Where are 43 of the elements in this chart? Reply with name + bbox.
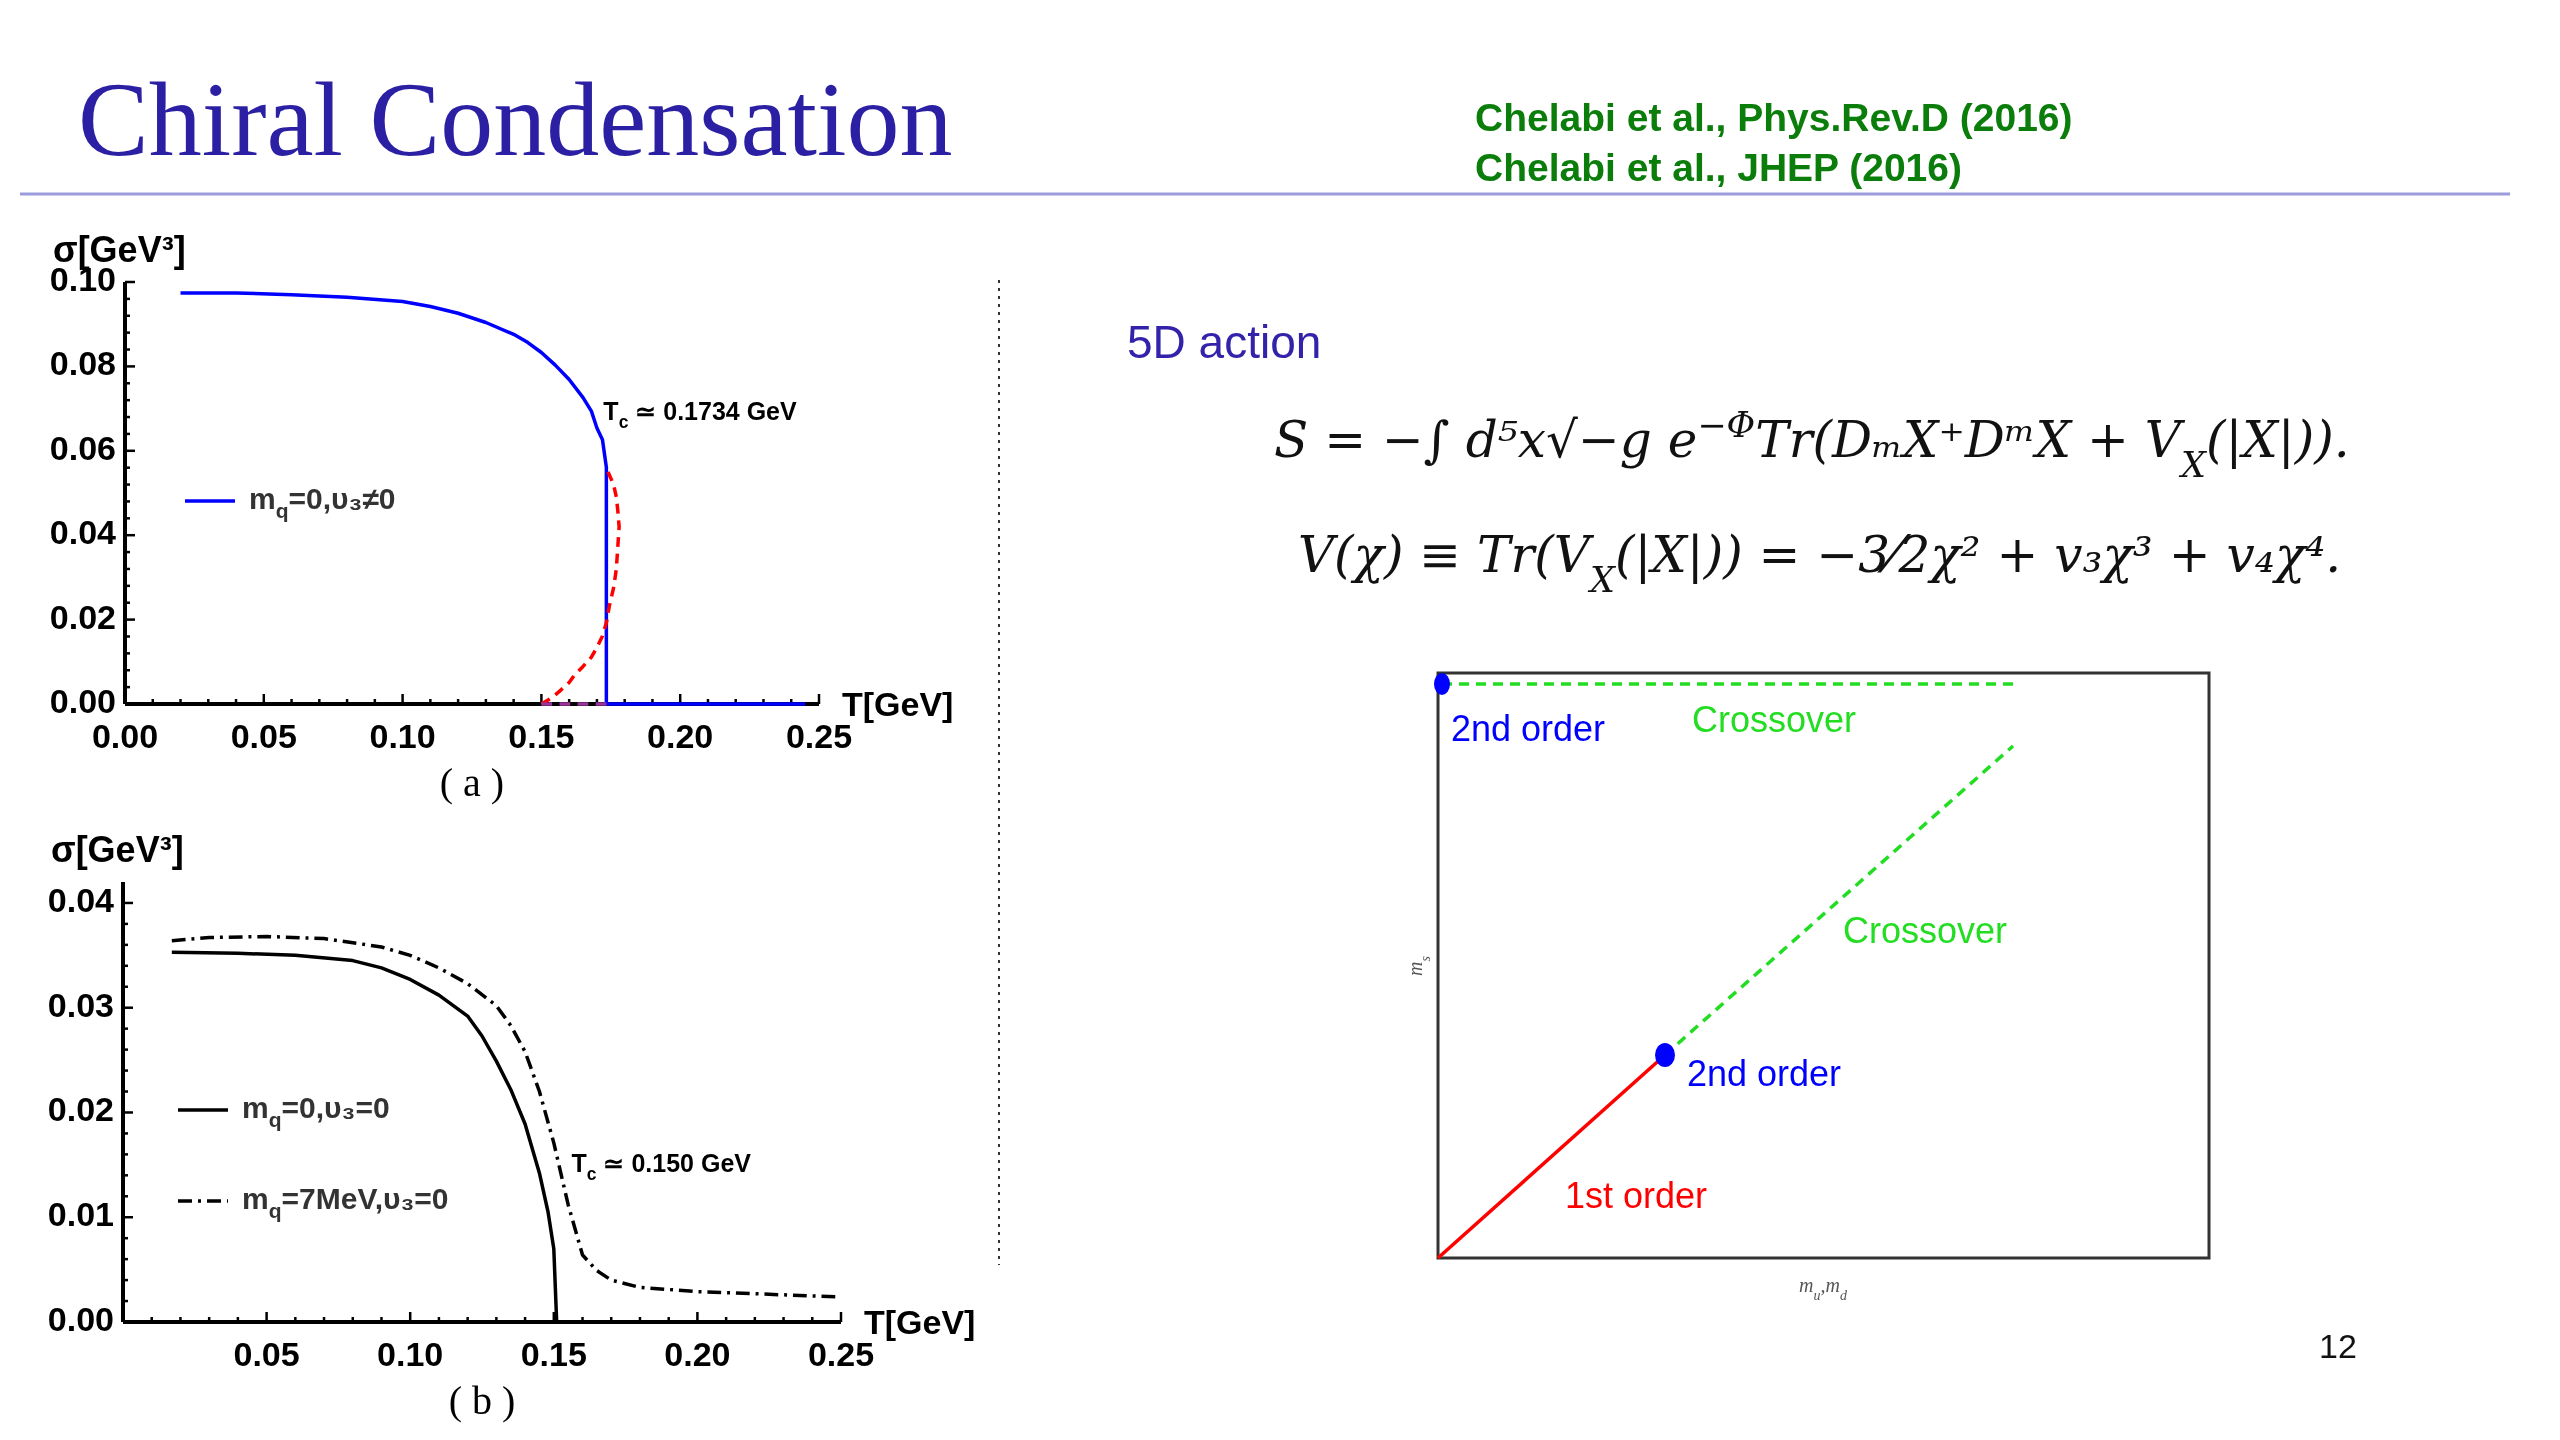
text: 12 bbox=[2319, 1327, 2357, 1365]
text: 2nd order bbox=[1451, 707, 1606, 749]
x-tick-label: 0.05 bbox=[230, 717, 297, 755]
y-tick-label: 0.04 bbox=[49, 513, 117, 552]
y-tick-label: 0.03 bbox=[47, 985, 114, 1024]
x-tick-label: 0.05 bbox=[233, 1335, 300, 1373]
x-tick-label: 0.20 bbox=[647, 717, 714, 755]
legend-label: m$_{q}$=7MeV,υ₃=0 bbox=[242, 1181, 449, 1223]
text: m$_{u}$,m$_{d}$ bbox=[1799, 1274, 1848, 1303]
y-tick-label: 0.04 bbox=[47, 880, 115, 919]
x-tick-label: 0.00 bbox=[91, 717, 159, 755]
x-tick-label: 0.15 bbox=[520, 1335, 587, 1373]
annotation: T$_{c}$ ≃ 0.1734 GeV bbox=[603, 396, 798, 432]
y-tick-label: 0.02 bbox=[49, 597, 116, 636]
text: ( b ) bbox=[448, 1378, 516, 1423]
y-axis-title: σ[GeV³] bbox=[51, 829, 184, 870]
text: 5D action bbox=[1127, 316, 1322, 368]
x-tick-label: 0.10 bbox=[377, 1335, 444, 1373]
text: Chiral Condensation bbox=[78, 61, 953, 178]
line-series bbox=[539, 470, 621, 706]
y-tick-label: 0.00 bbox=[47, 1299, 114, 1338]
y-tick-label: 0.08 bbox=[49, 344, 116, 383]
y-tick-label: 0.00 bbox=[49, 681, 116, 720]
x-tick-label: 0.15 bbox=[508, 717, 575, 755]
line-series bbox=[170, 934, 838, 1299]
y-tick-label: 0.06 bbox=[49, 428, 116, 467]
text: 2nd order bbox=[1687, 1052, 1842, 1094]
legend-label: m$_{q}$=0,υ₃=0 bbox=[242, 1090, 390, 1132]
text: Crossover bbox=[1843, 909, 2008, 951]
text: Chelabi et al., Phys.Rev.D (2016) bbox=[1475, 96, 2073, 139]
x-tick-label: 0.20 bbox=[664, 1335, 731, 1373]
text: Crossover bbox=[1692, 698, 1857, 740]
annotation: T$_{c}$ ≃ 0.150 GeV bbox=[571, 1148, 752, 1184]
line-series bbox=[178, 291, 807, 706]
text: Chelabi et al., JHEP (2016) bbox=[1475, 146, 1962, 189]
x-tick-label: 0.10 bbox=[369, 717, 436, 755]
text: V(χ) ≡ Tr(V$_{X}$(|X|)) = −3⁄2χ² + v₃χ³ + v₄χ⁴. bbox=[1298, 526, 2342, 600]
y-tick-label: 0.01 bbox=[47, 1195, 114, 1234]
text: S = −∫ d⁵x√−g e$^{−Φ}$Tr(DₘX⁺DᵐX + V$_{X}$(|X|)). bbox=[1274, 405, 2350, 485]
y-tick-label: 0.02 bbox=[47, 1090, 114, 1129]
text: ( a ) bbox=[439, 760, 505, 805]
legend-label: m$_{q}$=0,υ₃≠0 bbox=[249, 481, 396, 523]
text: 1st order bbox=[1565, 1174, 1708, 1216]
